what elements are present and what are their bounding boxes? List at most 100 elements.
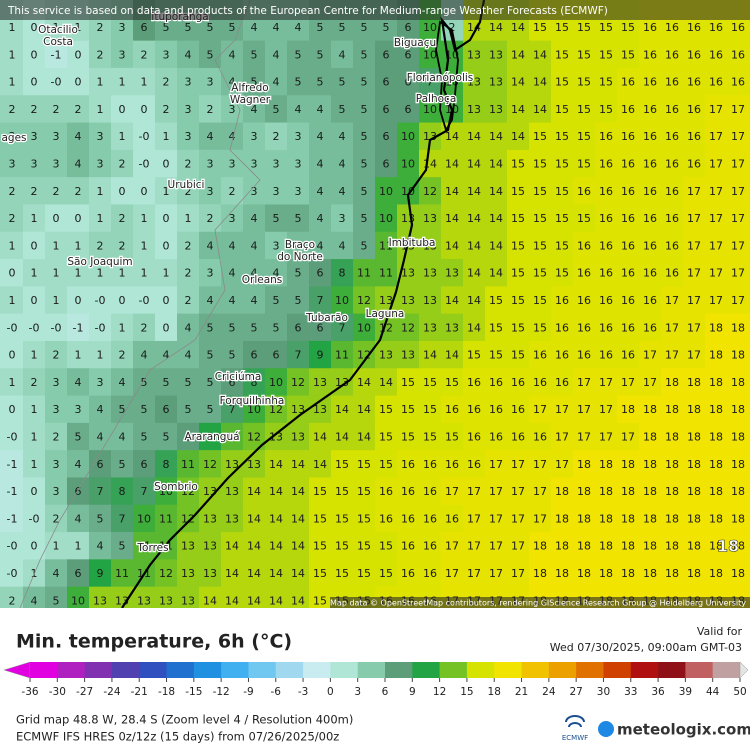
cell-bg (45, 422, 68, 451)
cell-bg (89, 149, 112, 178)
cell-bg (595, 286, 618, 315)
grid-value: 11 (181, 458, 195, 471)
grid-value: 17 (731, 130, 745, 143)
grid-value: 18 (643, 567, 657, 580)
cell-bg (551, 286, 574, 315)
cell-bg (199, 477, 222, 506)
colorbar-segment (712, 662, 741, 678)
colorbar-segment (494, 662, 523, 678)
cell-bg (111, 559, 134, 588)
grid-value: 1 (97, 349, 104, 362)
cell-bg (375, 395, 398, 424)
grid-value: 15 (335, 540, 349, 553)
cell-bg (661, 204, 684, 233)
cell-bg (727, 422, 750, 451)
cell-bg (309, 95, 332, 124)
grid-value: 16 (599, 239, 613, 252)
grid-value: 0 (9, 267, 16, 280)
grid-value: 18 (577, 540, 591, 553)
grid-value: 15 (577, 76, 591, 89)
cell-bg (331, 395, 354, 424)
colorbar-label: 15 (460, 686, 473, 698)
grid-value: 2 (119, 158, 126, 171)
cell-bg (155, 586, 178, 609)
cell-bg (243, 204, 266, 233)
grid-value: 18 (555, 567, 569, 580)
grid-value: 15 (533, 185, 547, 198)
grid-value: 7 (295, 349, 302, 362)
cell-bg (617, 149, 640, 178)
cell-bg (595, 532, 618, 560)
cell-bg (595, 395, 618, 424)
grid-value: 18 (687, 403, 701, 416)
cell-bg (529, 286, 552, 315)
grid-value: 15 (599, 103, 613, 116)
grid-value: 15 (577, 212, 591, 225)
cell-bg (89, 477, 112, 506)
cell-bg (485, 368, 508, 397)
grid-value: 2 (273, 130, 280, 143)
grid-value: 4 (273, 76, 280, 89)
grid-value: 5 (185, 21, 192, 34)
cell-bg (705, 95, 728, 124)
grid-value: 2 (9, 212, 16, 225)
grid-value: 15 (621, 21, 635, 34)
cell-bg (397, 422, 420, 451)
cell-bg (23, 586, 46, 609)
cell-bg (661, 395, 684, 424)
grid-value: 1 (31, 267, 38, 280)
grid-value: 4 (229, 294, 236, 307)
cell-bg (133, 532, 156, 560)
cell-bg (265, 231, 288, 260)
cell-bg (353, 559, 376, 588)
cell-bg (155, 149, 178, 178)
grid-value: 17 (555, 431, 569, 444)
cell-bg (573, 340, 596, 369)
cell-bg (507, 286, 530, 315)
colorbar-segment (303, 662, 331, 678)
grid-value: 16 (621, 185, 635, 198)
grid-value: 16 (511, 376, 525, 389)
cell-bg (265, 504, 288, 533)
grid-value: 13 (225, 512, 239, 525)
cell-bg (353, 177, 376, 206)
cell-bg (287, 422, 310, 451)
cell-bg (353, 149, 376, 178)
cell-bg (155, 95, 178, 124)
grid-value: 14 (445, 130, 459, 143)
grid-value: 3 (185, 76, 192, 89)
grid-value: 12 (203, 458, 217, 471)
cell-bg (0, 422, 24, 451)
grid-value: 18 (709, 376, 723, 389)
place-label: Palhoça (416, 93, 457, 105)
cell-bg (265, 95, 288, 124)
place-label: Torres (136, 542, 168, 554)
grid-value: 1 (31, 403, 38, 416)
grid-value: 16 (687, 158, 701, 171)
cell-bg (551, 340, 574, 369)
grid-value: 4 (339, 48, 346, 61)
grid-value: 16 (445, 403, 459, 416)
place-label: Criciúma (215, 371, 262, 383)
cell-bg (463, 259, 486, 287)
grid-value: 3 (229, 158, 236, 171)
cell-bg (375, 231, 398, 260)
cell-bg (507, 40, 530, 69)
cell-bg (573, 259, 596, 287)
cell-bg (89, 395, 112, 424)
cell-bg (0, 231, 24, 260)
cell-bg (45, 586, 68, 609)
cell-bg (551, 395, 574, 424)
cell-bg (89, 204, 112, 233)
cell-bg (111, 450, 134, 479)
cell-bg (177, 450, 200, 479)
cell-bg (551, 532, 574, 560)
cell-bg (705, 532, 728, 560)
grid-value: 18 (709, 567, 723, 580)
cell-bg (397, 450, 420, 479)
cell-bg (705, 368, 728, 397)
grid-value: 3 (295, 185, 302, 198)
grid-value: 16 (379, 485, 393, 498)
grid-value: 5 (273, 321, 280, 334)
legend-title: Min. temperature, 6h (°C) (16, 631, 292, 653)
